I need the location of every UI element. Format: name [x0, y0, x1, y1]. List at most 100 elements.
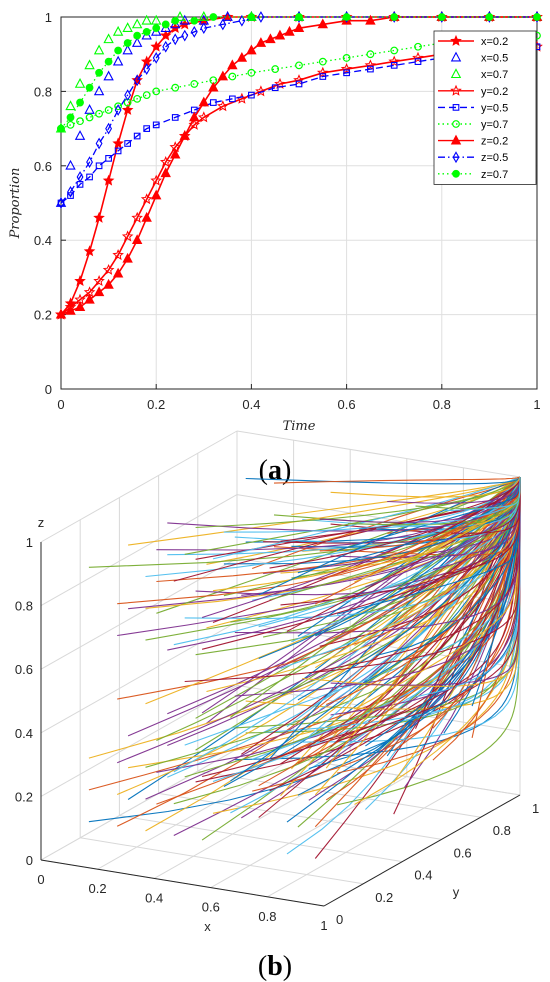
marker	[238, 14, 246, 27]
marker	[293, 74, 305, 86]
y-tick-label: 0.8	[493, 823, 511, 838]
marker	[133, 94, 142, 103]
marker	[274, 29, 286, 40]
marker	[248, 91, 255, 99]
x-tick-label: 0	[37, 872, 44, 887]
z-tick-label: 0.6	[15, 662, 33, 677]
marker	[65, 100, 76, 111]
legend-label: y=0.5	[481, 102, 508, 114]
legend-label: y=0.7	[481, 119, 508, 131]
marker	[452, 151, 460, 164]
x-tick-label: 0.4	[242, 397, 260, 412]
marker	[102, 174, 115, 186]
x-tick-label: 0.8	[433, 397, 451, 412]
marker	[171, 16, 180, 25]
marker	[343, 69, 350, 77]
marker	[114, 147, 122, 155]
legend-item: x=0.5	[450, 51, 508, 65]
marker	[124, 140, 131, 147]
marker	[485, 13, 494, 21]
marker	[390, 62, 398, 69]
marker	[247, 68, 256, 77]
marker	[190, 80, 199, 88]
marker	[105, 155, 112, 162]
marker	[142, 91, 151, 100]
legend-label: z=0.5	[481, 152, 508, 164]
y-tick-label: 0.6	[34, 159, 52, 174]
marker	[229, 95, 236, 103]
marker	[247, 13, 256, 21]
marker	[217, 100, 229, 112]
z-tick-label: 1	[26, 535, 33, 550]
legend-item: z=0.5	[438, 151, 508, 164]
marker	[95, 137, 103, 150]
marker	[452, 120, 460, 128]
floor-grid	[119, 815, 403, 863]
marker	[112, 137, 124, 149]
legend-item: y=0.2	[438, 84, 508, 98]
series-line	[60, 34, 537, 130]
y-axis-label: y	[453, 885, 460, 900]
legend-label: x=0.5	[481, 53, 508, 65]
marker	[162, 40, 170, 53]
marker	[390, 13, 399, 21]
marker	[103, 33, 114, 44]
marker	[57, 124, 65, 133]
marker	[85, 113, 94, 122]
wall-grid	[40, 494, 238, 607]
marker	[123, 39, 132, 47]
marker	[208, 81, 219, 92]
marker	[316, 66, 329, 78]
caption-b: (b)	[258, 951, 292, 982]
trajectory	[273, 476, 521, 556]
marker	[114, 104, 122, 116]
marker	[66, 113, 75, 122]
marker	[342, 54, 351, 62]
marker	[340, 63, 353, 75]
marker	[161, 20, 170, 29]
floor-grid	[153, 766, 351, 879]
marker	[57, 197, 65, 209]
wall-grid	[40, 557, 238, 670]
trajectory	[443, 477, 521, 512]
marker	[228, 72, 237, 81]
y-tick-label: 0	[336, 912, 343, 927]
marker	[412, 51, 424, 63]
z-axis-label: z	[38, 515, 45, 530]
marker	[55, 308, 67, 319]
marker	[103, 278, 114, 289]
marker	[114, 46, 123, 55]
marker	[76, 98, 84, 107]
marker	[84, 293, 95, 304]
marker	[105, 122, 113, 135]
marker	[274, 77, 286, 89]
marker	[143, 63, 151, 75]
marker	[257, 11, 265, 23]
wall-grid	[40, 621, 238, 734]
marker	[141, 14, 152, 25]
x-tick-label: 0.6	[338, 397, 356, 412]
marker	[170, 148, 181, 159]
y-tick-label: 0.6	[454, 845, 472, 860]
marker	[93, 274, 105, 287]
x-tick-label: 1	[320, 918, 327, 933]
legend-item: x=0.7	[450, 68, 508, 81]
marker	[181, 29, 189, 42]
wall-grid	[40, 684, 238, 797]
marker	[271, 65, 280, 73]
marker	[86, 156, 93, 168]
z-tick-label: 0.8	[15, 599, 33, 614]
marker	[103, 70, 114, 81]
marker	[190, 25, 198, 38]
marker	[150, 189, 162, 200]
x-tick-label: 0.8	[258, 909, 276, 924]
legend-item: z=0.7	[438, 169, 508, 181]
marker	[65, 159, 76, 170]
marker	[452, 104, 460, 111]
marker	[533, 13, 541, 21]
marker	[112, 25, 124, 36]
marker	[450, 34, 462, 46]
marker	[112, 248, 124, 261]
z-tick-label: 0.2	[15, 789, 33, 804]
